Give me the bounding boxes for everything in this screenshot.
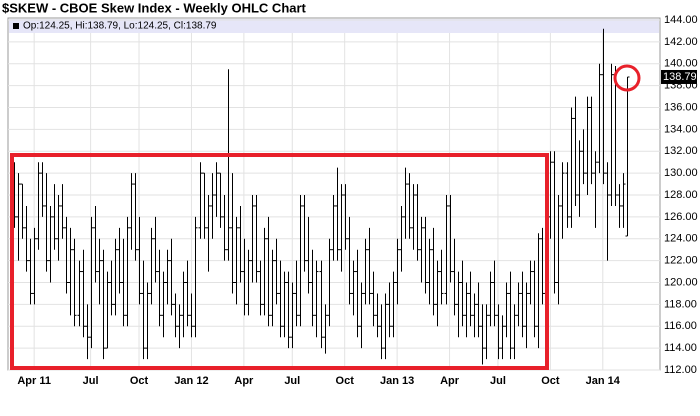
x-tick-label: Jan 12 (174, 375, 208, 387)
y-tick-label: 132.00 (664, 145, 698, 157)
x-tick-label: Oct (336, 375, 355, 387)
x-tick-label: Jul (284, 375, 300, 387)
chart-title: $SKEW - CBOE Skew Index - Weekly OHLC Ch… (2, 0, 307, 15)
labels: 112.00 114.00 116.00 118.00 120.00 122.00 124.… (17, 14, 697, 387)
y-tick-label: 122.00 (664, 255, 698, 267)
x-tick-label: Apr (440, 375, 460, 387)
last-price-label: 138.79 (663, 71, 697, 83)
last-price-box (661, 69, 697, 84)
legend-swatch (13, 23, 19, 29)
y-tick-label: 120.00 (664, 276, 698, 288)
x-tick-label: Apr 11 (17, 375, 51, 387)
x-tick-label: Oct (130, 375, 149, 387)
y-tick-label: 126.00 (664, 211, 698, 223)
y-tick-label: 134.00 (664, 123, 698, 135)
x-tick-label: Apr (234, 375, 254, 387)
y-tick-label: 130.00 (664, 167, 698, 179)
y-tick-label: 140.00 (664, 58, 698, 70)
bars (12, 28, 630, 365)
y-tick-label: 116.00 (664, 320, 697, 332)
y-tick-label: 136.00 (664, 101, 698, 113)
y-tick-label: 114.00 (664, 342, 697, 354)
y-tick-label: 128.00 (664, 189, 698, 201)
legend-text: Op:124.25, Hi:138.79, Lo:124.25, Cl:138.… (23, 21, 217, 32)
legend-band (9, 19, 659, 33)
y-tick-label: 118.00 (664, 298, 697, 310)
x-tick-label: Jul (83, 375, 99, 387)
y-tick-label: 144.00 (664, 14, 698, 26)
x-tick-label: Jan 13 (380, 375, 414, 387)
y-tick-label: 142.00 (664, 36, 698, 48)
plot-frame (7, 17, 661, 371)
x-tick-label: Oct (541, 375, 560, 387)
y-tick-label: 124.00 (664, 233, 698, 245)
highlight-box (10, 153, 549, 370)
highlight-circle (613, 64, 641, 92)
x-tick-label: Jul (490, 375, 506, 387)
x-tick-label: Jan 14 (586, 375, 621, 387)
y-tick-label: 112.00 (664, 364, 697, 376)
